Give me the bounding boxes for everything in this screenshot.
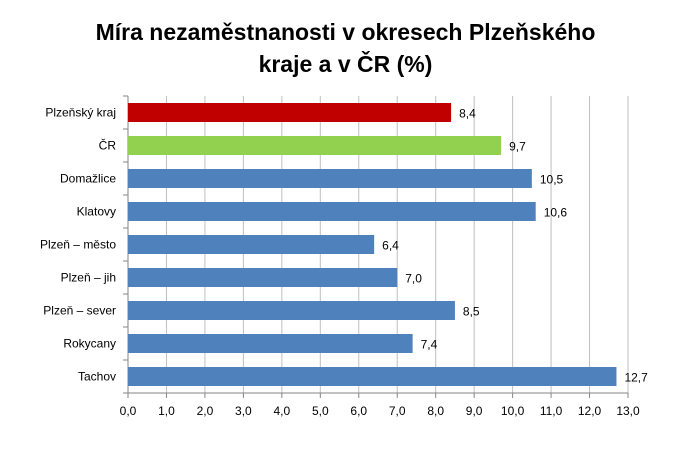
x-tick-label: 9,0 [466,404,483,418]
x-tick-label: 0,0 [120,404,137,418]
data-label: 6,4 [382,239,399,253]
category-label: Plzeň – jih [61,271,116,285]
category-label: Plzeň – město [40,238,116,252]
x-tick-label: 2,0 [197,404,214,418]
data-label: 7,0 [405,272,422,286]
data-label: 7,4 [421,338,438,352]
bar [128,367,617,386]
category-label: Domažlice [60,172,116,186]
x-tick-label: 5,0 [312,404,329,418]
data-label: 10,6 [544,206,568,220]
data-label: 12,7 [624,371,648,385]
data-label: 9,7 [509,140,526,154]
bar [128,169,532,188]
chart-title-line-2: kraje a v ČR (%) [258,51,433,77]
chart-title: Míra nezaměstnanosti v okresech Plzeňské… [0,16,691,80]
bar [128,202,536,221]
x-tick-label: 10,0 [501,404,525,418]
category-label: Tachov [78,370,116,384]
x-tick-label: 11,0 [540,404,563,418]
data-label: 10,5 [540,173,564,187]
x-tick-label: 4,0 [274,404,291,418]
bar [128,136,502,155]
x-tick-label: 3,0 [235,404,252,418]
category-label: Plzeň – sever [43,304,116,318]
bar [128,103,452,122]
bar [128,268,398,287]
x-tick-label: 7,0 [389,404,406,418]
category-label: Rokycany [63,337,116,351]
data-label: 8,5 [463,305,480,319]
x-tick-label: 13,0 [616,404,640,418]
category-label: Plzeňský kraj [45,106,116,120]
x-tick-label: 6,0 [350,404,367,418]
category-label: Klatovy [77,205,116,219]
category-label: ČR [99,138,117,153]
bar [128,334,413,353]
x-tick-label: 12,0 [578,404,602,418]
x-tick-label: 8,0 [427,404,444,418]
data-label: 8,4 [459,107,476,121]
chart-title-line-1: Míra nezaměstnanosti v okresech Plzeňské… [95,19,596,45]
x-tick-label: 1,0 [158,404,175,418]
bar [128,235,375,254]
bar [128,301,455,320]
